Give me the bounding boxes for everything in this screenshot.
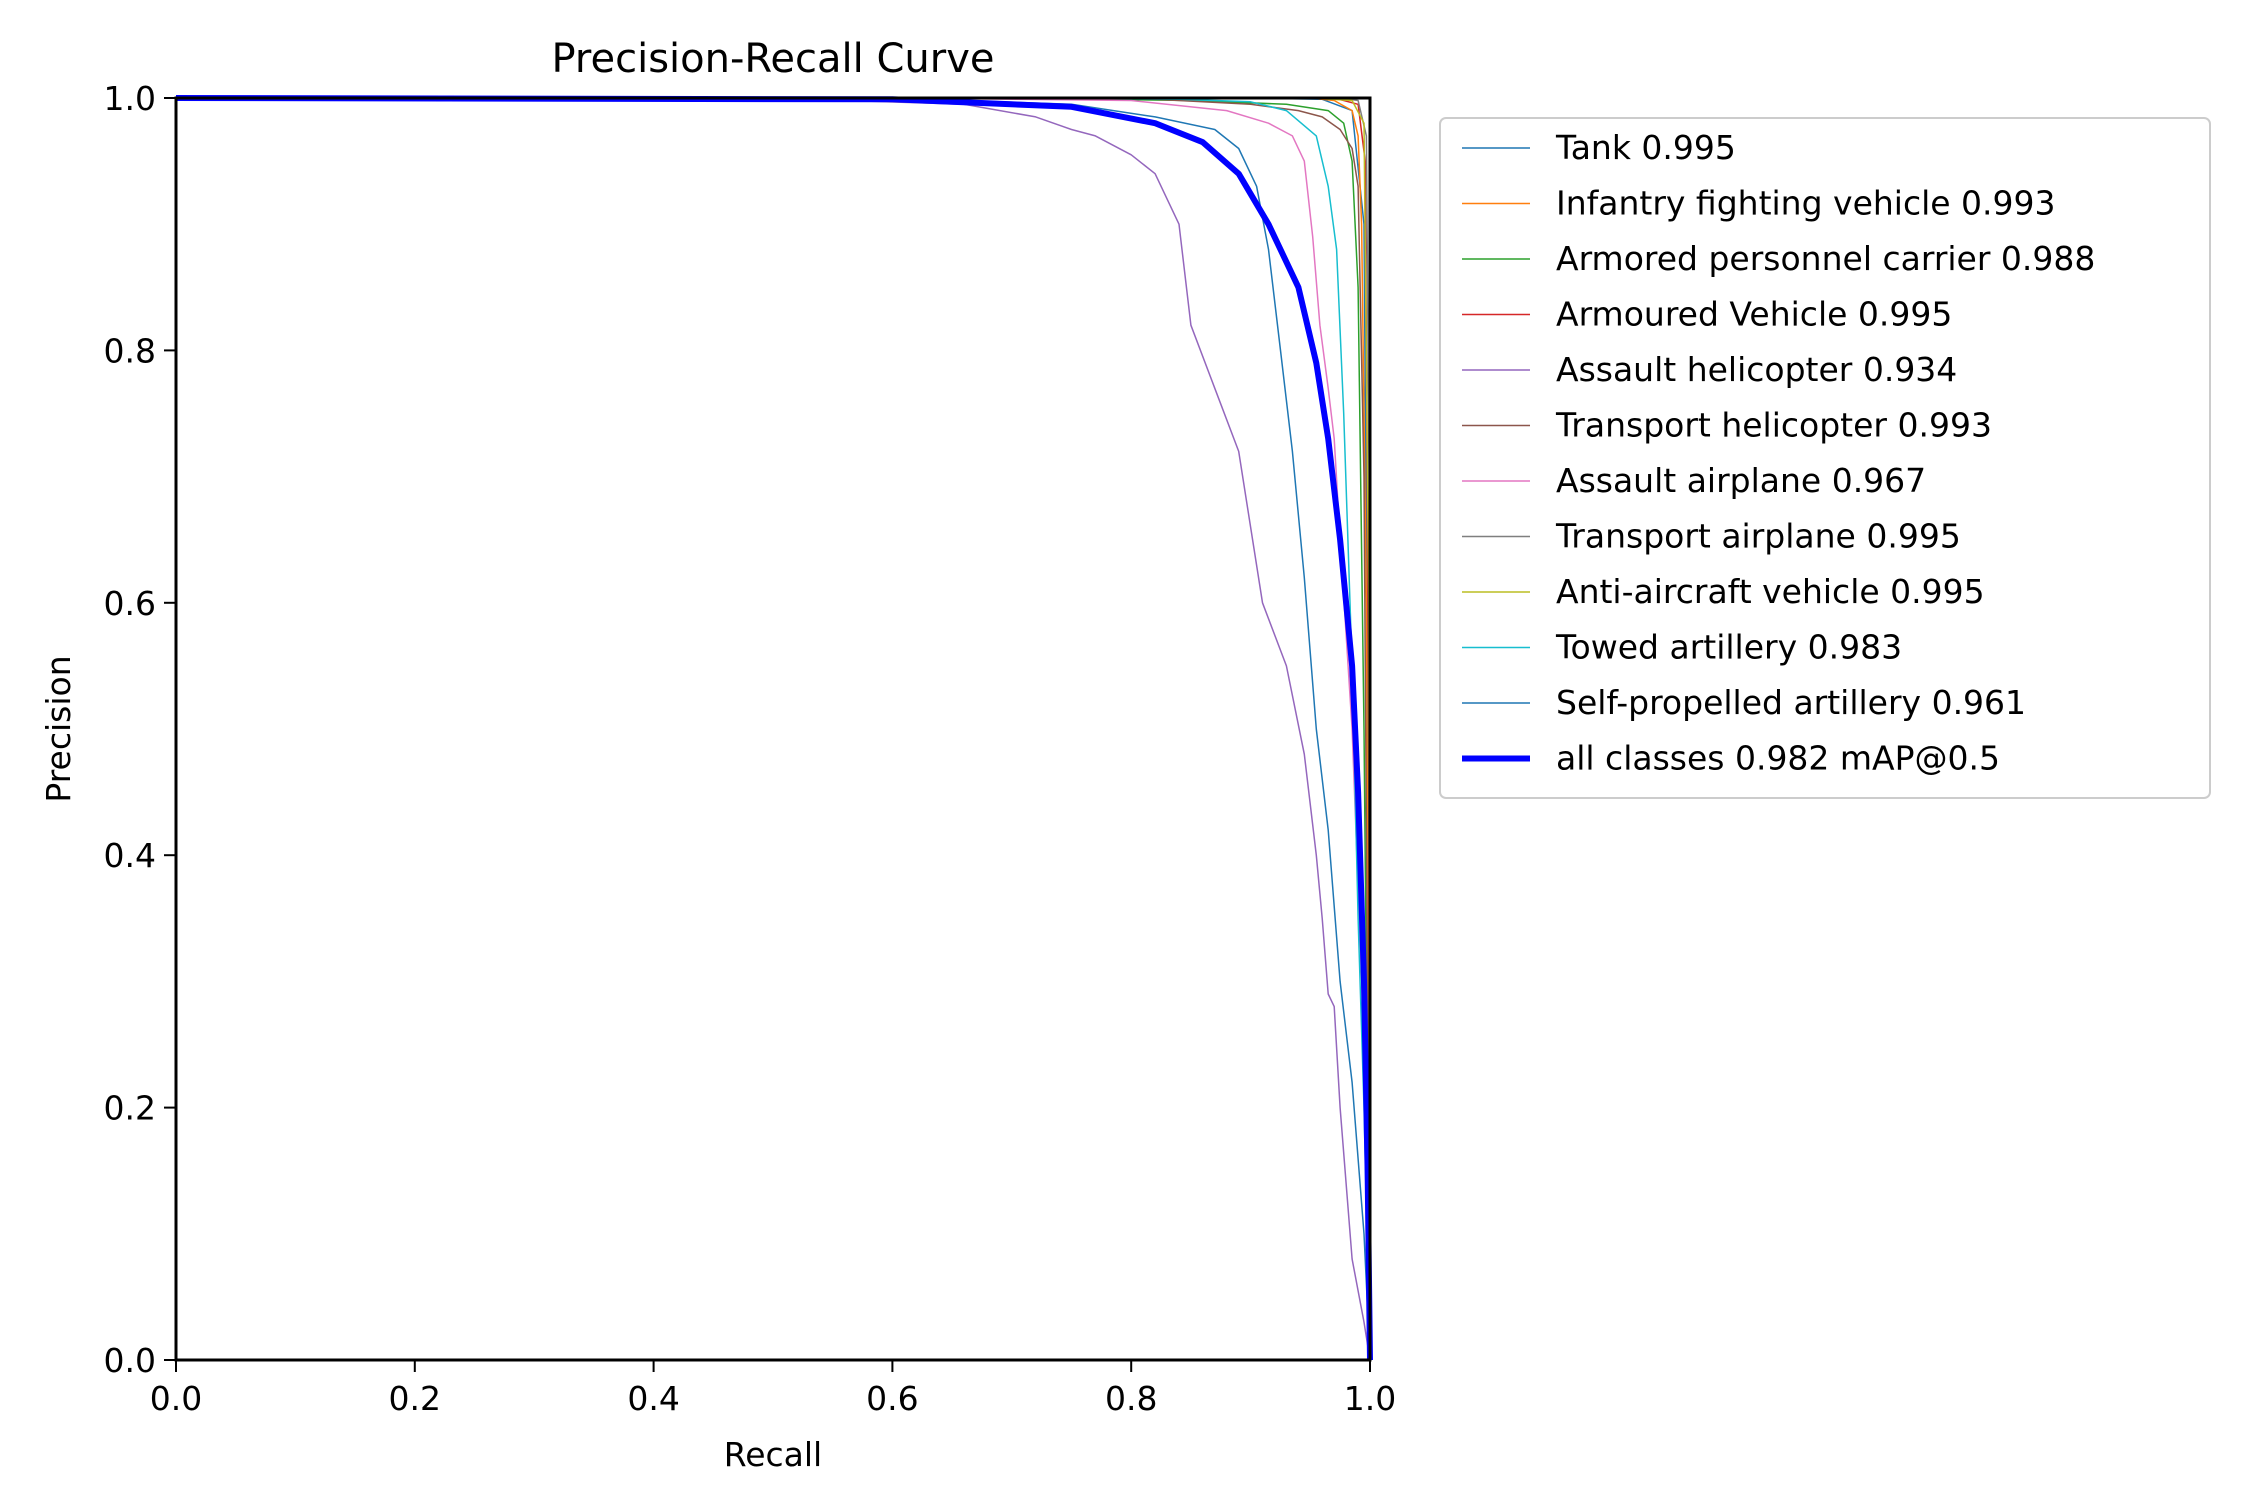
series-line-0 xyxy=(176,97,1371,1361)
y-tick-label: 1.0 xyxy=(104,79,156,118)
y-tick-label: 0.8 xyxy=(104,331,156,370)
series-line-5 xyxy=(176,97,1371,1361)
curves-group xyxy=(175,95,1373,1361)
series-line-6 xyxy=(176,97,1371,1361)
x-tick-label: 0.8 xyxy=(1105,1379,1157,1418)
x-axis-label: Recall xyxy=(724,1435,822,1474)
legend: Tank 0.995 Infantry fighting vehicle 0.99… xyxy=(1439,117,2211,799)
legend-label-11: all classes 0.982 mAP@0.5 xyxy=(1556,739,2000,778)
legend-label-6: Assault airplane 0.967 xyxy=(1556,461,1926,500)
y-tick-label: 0.2 xyxy=(104,1089,156,1128)
y-tick-label: 0.4 xyxy=(104,836,156,875)
x-tick-label: 0.0 xyxy=(150,1379,202,1418)
x-axis-ticks: 0.0 0.2 0.4 0.6 0.8 1.0 xyxy=(150,1360,1396,1418)
x-tick-label: 1.0 xyxy=(1344,1379,1396,1418)
y-tick-label: 0.0 xyxy=(104,1341,156,1380)
series-line-4 xyxy=(176,97,1371,1361)
legend-label-10: Self-propelled artillery 0.961 xyxy=(1556,683,2026,722)
legend-label-3: Armoured Vehicle 0.995 xyxy=(1556,295,1952,334)
x-tick-label: 0.2 xyxy=(389,1379,441,1418)
series-line-1 xyxy=(176,97,1371,1361)
legend-label-7: Transport airplane 0.995 xyxy=(1555,517,1961,556)
x-tick-label: 0.6 xyxy=(866,1379,918,1418)
legend-label-4: Assault helicopter 0.934 xyxy=(1556,350,1957,389)
series-line-7 xyxy=(176,97,1371,1360)
legend-label-2: Armored personnel carrier 0.988 xyxy=(1556,239,2095,278)
legend-label-8: Anti-aircraft vehicle 0.995 xyxy=(1556,572,1985,611)
series-line-11 xyxy=(175,95,1373,1361)
y-tick-label: 0.6 xyxy=(104,584,156,623)
y-axis-label: Precision xyxy=(39,655,78,802)
series-line-8 xyxy=(176,97,1371,1361)
series-line-2 xyxy=(176,97,1371,1361)
x-tick-label: 0.4 xyxy=(627,1379,679,1418)
series-line-3 xyxy=(176,97,1371,1361)
legend-label-5: Transport helicopter 0.993 xyxy=(1555,406,1992,445)
series-line-10 xyxy=(176,97,1371,1361)
plot-frame xyxy=(174,96,1372,1362)
legend-box xyxy=(1439,117,2211,799)
legend-label-0: Tank 0.995 xyxy=(1555,128,1736,167)
legend-label-1: Infantry fighting vehicle 0.993 xyxy=(1556,184,2056,223)
legend-label-9: Towed artillery 0.983 xyxy=(1555,628,1902,667)
y-axis-ticks: 0.0 0.2 0.4 0.6 0.8 1.0 xyxy=(104,79,176,1380)
series-line-9 xyxy=(176,97,1371,1361)
chart-title: Precision-Recall Curve xyxy=(552,36,995,82)
legend-items: Tank 0.995 Infantry fighting vehicle 0.99… xyxy=(1462,128,2095,778)
